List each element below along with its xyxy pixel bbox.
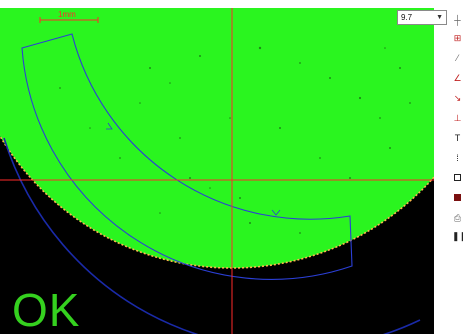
measurement-toolbar: ┼ ⊞ ⁄ ∠ ↘ ⊥ T ⁞ ⎙ ❚❚ [452, 14, 463, 246]
text-tool-icon[interactable]: T [454, 133, 461, 143]
record-tool-icon[interactable] [452, 192, 463, 204]
chevron-down-icon: ▼ [436, 14, 443, 21]
outer-tolerance-arc [3, 137, 421, 334]
baseline-tool-icon[interactable]: ⊥ [453, 113, 462, 123]
print-tool-icon[interactable]: ⎙ [453, 213, 462, 223]
zoom-value: 9.7 [401, 13, 413, 22]
inspection-result: OK [12, 284, 81, 334]
tolerance-band [21, 33, 353, 280]
pause-tool-icon[interactable]: ❚❚ [452, 231, 463, 241]
zoom-select[interactable]: 9.7 ▼ [397, 10, 447, 25]
band-marker-left [106, 122, 113, 130]
camera-viewport[interactable]: 1mm OK [0, 8, 434, 334]
frame-tool-icon[interactable] [452, 172, 463, 184]
edge-tool-icon[interactable]: ↘ [453, 93, 462, 103]
band-marker-bottom [271, 209, 281, 216]
inspected-part [0, 8, 434, 269]
angle-tool-icon[interactable]: ∠ [453, 73, 462, 83]
point-tool-icon[interactable]: ⁞ [456, 153, 459, 163]
scale-label: 1mm [58, 10, 76, 19]
grid-tool-icon[interactable]: ⊞ [453, 33, 462, 43]
inspection-overlay [0, 8, 434, 334]
crosshair-tool-icon[interactable]: ┼ [454, 15, 461, 25]
line-tool-icon[interactable]: ⁄ [456, 53, 459, 63]
surface-defects [59, 46, 411, 234]
